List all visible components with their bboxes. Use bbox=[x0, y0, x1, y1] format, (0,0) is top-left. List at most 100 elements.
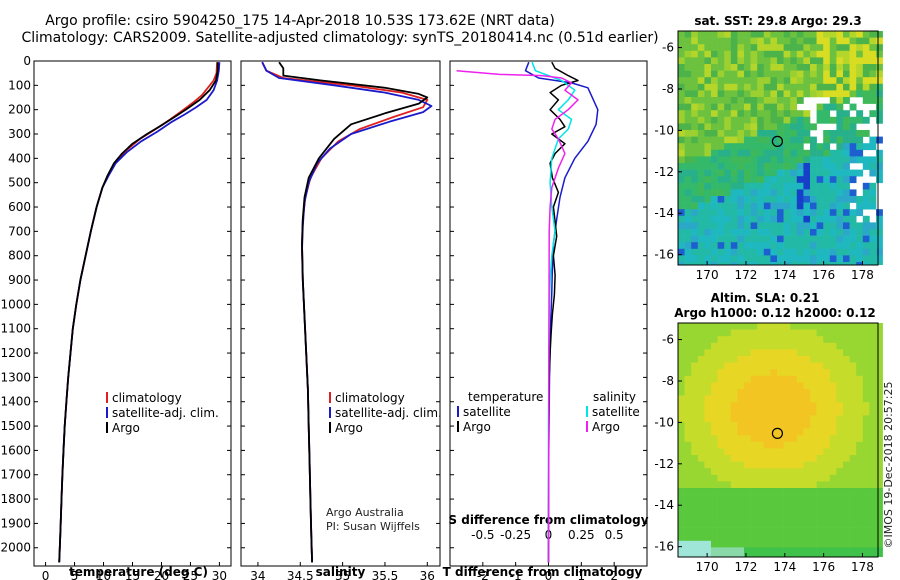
sla-map-cell bbox=[730, 422, 738, 429]
sst-map-cell bbox=[876, 149, 883, 157]
sst-map-cell bbox=[730, 176, 738, 184]
sst-map-cell bbox=[876, 70, 883, 78]
sla-map-cell bbox=[704, 428, 712, 436]
sst-map-cell bbox=[757, 77, 765, 85]
sla-map-cell bbox=[836, 415, 844, 423]
sst-map-cell bbox=[730, 116, 738, 124]
sst-map-cell bbox=[697, 182, 705, 190]
sla-map-cell bbox=[737, 369, 745, 377]
sst-map-cell bbox=[730, 123, 738, 131]
sst-map-cell bbox=[730, 229, 738, 236]
sla-map-cell bbox=[737, 428, 745, 436]
sst-map-cell bbox=[678, 229, 685, 236]
sst-map-cell bbox=[730, 149, 738, 157]
sst-map-cell bbox=[678, 215, 685, 223]
sst-map-cell bbox=[717, 90, 725, 98]
sla-map-cell bbox=[783, 415, 791, 423]
sla-map-cell bbox=[836, 501, 844, 509]
sla-map-cell bbox=[843, 329, 850, 337]
sst-map-cell bbox=[750, 110, 758, 118]
sla-map-cell bbox=[849, 342, 857, 350]
sst-map-cell bbox=[876, 163, 883, 170]
sst-map-cell bbox=[691, 130, 699, 137]
sla-map-cell bbox=[757, 349, 765, 357]
sla-map-cell bbox=[823, 349, 831, 357]
sla-map-cell bbox=[737, 461, 745, 469]
sst-map-cell bbox=[783, 90, 791, 98]
sst-map-cell bbox=[790, 70, 798, 78]
sla-map-cell bbox=[711, 514, 718, 522]
sst-map-cell bbox=[691, 83, 699, 91]
sla-map-cell bbox=[829, 494, 837, 502]
sla-map-cell bbox=[750, 527, 758, 535]
sla-map-cell bbox=[737, 375, 745, 383]
sla-map-cell bbox=[763, 468, 771, 476]
sla-map-cell bbox=[684, 521, 692, 528]
sst-map-cell bbox=[856, 229, 864, 236]
sst-map-cell bbox=[678, 136, 685, 144]
sla-map-y-tick-label: -8 bbox=[662, 374, 674, 388]
sla-map-cell bbox=[757, 455, 765, 462]
temperature-x-tick-label: 25 bbox=[183, 569, 198, 580]
sla-map-cell bbox=[770, 474, 778, 482]
sla-map-cell bbox=[750, 494, 758, 502]
sla-map-cell bbox=[796, 329, 804, 337]
sla-map-cell bbox=[803, 521, 811, 528]
sst-map-cell bbox=[803, 37, 811, 45]
sla-map-cell bbox=[816, 488, 824, 495]
sla-map-cell bbox=[678, 375, 685, 383]
sst-map-cell bbox=[849, 189, 857, 197]
sst-map-cell bbox=[862, 83, 870, 91]
sst-map-cell bbox=[770, 229, 778, 236]
sst-map-cell bbox=[836, 248, 844, 256]
sla-map-cell bbox=[711, 382, 718, 390]
sst-map-cell bbox=[770, 156, 778, 164]
sst-map-cell bbox=[783, 143, 791, 151]
sst-map-cell bbox=[823, 255, 831, 263]
sst-map-cell bbox=[711, 123, 718, 131]
sst-map-cell bbox=[810, 123, 817, 131]
sla-map-cell bbox=[849, 501, 857, 509]
sst-map-cell bbox=[691, 57, 699, 65]
sst-map-cell bbox=[783, 70, 791, 78]
sst-map-cell bbox=[777, 31, 784, 38]
sla-map-cell bbox=[816, 507, 824, 515]
sla-map-cell bbox=[796, 494, 804, 502]
sst-map-cell bbox=[810, 222, 817, 230]
sla-map-cell bbox=[744, 402, 751, 410]
sst-map-cell bbox=[796, 262, 804, 265]
sla-map-cell bbox=[724, 369, 732, 377]
sst-map-cell bbox=[757, 37, 765, 45]
sst-map-cell bbox=[717, 242, 725, 250]
sst-map-cell bbox=[757, 209, 765, 217]
sla-map-cell bbox=[803, 389, 811, 396]
difference-line-s-satellite bbox=[531, 61, 576, 563]
sst-map-cell bbox=[823, 229, 831, 236]
sst-map-cell bbox=[750, 143, 758, 151]
sla-map-cell bbox=[796, 441, 804, 449]
sla-map-cells bbox=[678, 323, 883, 557]
sla-map-cell bbox=[757, 521, 765, 528]
sst-map-cell bbox=[757, 64, 765, 71]
sst-map-cell bbox=[757, 143, 765, 151]
sla-map-cell bbox=[691, 435, 699, 443]
sla-map-cell bbox=[730, 494, 738, 502]
sla-map-cell bbox=[717, 468, 725, 476]
sst-map-cell bbox=[757, 242, 765, 250]
sla-map-x-tick-label: 176 bbox=[812, 560, 835, 574]
sst-map-cell bbox=[810, 182, 817, 190]
sst-map-cell bbox=[796, 209, 804, 217]
sla-map-cell bbox=[770, 554, 778, 557]
sst-map-cell bbox=[843, 143, 850, 151]
sst-map-cell bbox=[823, 202, 831, 210]
sla-map-cell bbox=[730, 554, 738, 557]
sla-map-cell bbox=[744, 435, 751, 443]
salinity-x-tick-label: 35.5 bbox=[372, 569, 399, 580]
sst-map-cell bbox=[796, 176, 804, 184]
sla-map-cell bbox=[691, 521, 699, 528]
sst-map-cell bbox=[691, 235, 699, 243]
sla-map-cell bbox=[796, 323, 804, 330]
temperature-x-tick-label: 20 bbox=[154, 569, 169, 580]
sst-map-cell bbox=[697, 44, 705, 52]
sst-map-cell bbox=[770, 90, 778, 98]
